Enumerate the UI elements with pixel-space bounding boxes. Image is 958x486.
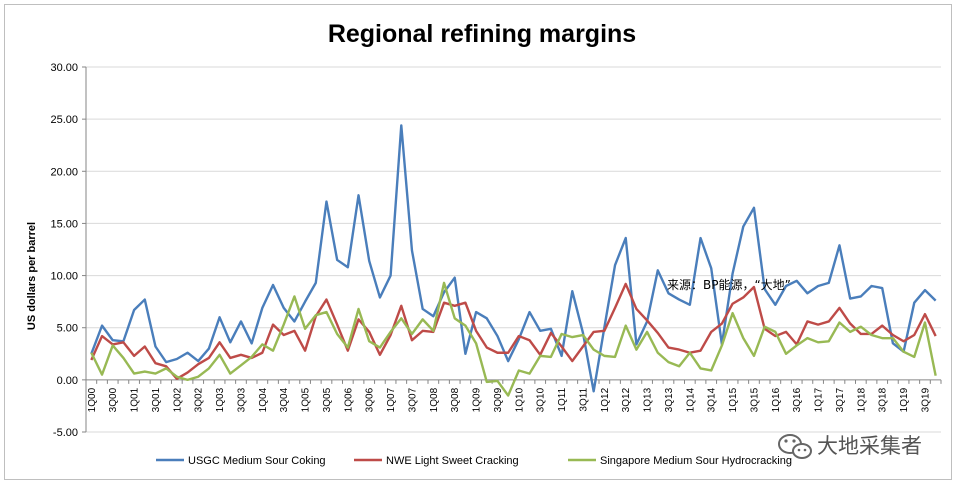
x-tick-label: 1Q08 bbox=[429, 387, 440, 412]
watermark-text: 大地采集者 bbox=[817, 434, 922, 458]
x-tick-label: 3Q14 bbox=[707, 387, 718, 412]
x-axis-ticks: 1Q00 3Q00 1Q01 3Q01 1Q02 3Q02 1Q03 3Q03 1Q04 3Q04… bbox=[85, 379, 942, 412]
x-tick-label: 3Q17 bbox=[835, 387, 846, 412]
y-tick-label: 0.00 bbox=[57, 375, 78, 387]
x-tick-label: 3Q00 bbox=[108, 387, 119, 412]
y-tick-label: 30.00 bbox=[50, 62, 78, 74]
x-tick-label: 3Q12 bbox=[621, 387, 632, 412]
y-axis-label: US dollars per barrel bbox=[26, 222, 38, 330]
x-tick-label: 1Q03 bbox=[215, 387, 226, 412]
series-lines bbox=[90, 124, 937, 397]
x-tick-label: 1Q14 bbox=[685, 387, 696, 412]
x-tick-label: 1Q04 bbox=[258, 387, 269, 412]
x-tick-label: 3Q06 bbox=[365, 387, 376, 412]
x-tick-label: 3Q05 bbox=[322, 387, 333, 412]
watermark: 大地采集者 bbox=[778, 434, 922, 459]
x-tick-label: 1Q16 bbox=[771, 387, 782, 412]
x-tick-label: 3Q19 bbox=[920, 387, 931, 412]
chart-title: Regional refining margins bbox=[328, 20, 636, 48]
x-tick-label: 1Q11 bbox=[557, 387, 568, 411]
source-annotation: 来源：BP能源，“大地” bbox=[667, 278, 791, 292]
x-tick-label: 3Q11 bbox=[578, 387, 589, 411]
x-tick-label: 1Q01 bbox=[130, 387, 141, 412]
x-tick-label: 3Q15 bbox=[749, 387, 760, 412]
y-gridlines bbox=[86, 66, 941, 433]
y-tick-label: -5.00 bbox=[53, 427, 78, 439]
legend: USGC Medium Sour Coking NWE Light Sweet C… bbox=[156, 455, 792, 467]
x-tick-label: 3Q01 bbox=[151, 387, 162, 412]
x-tick-label: 1Q13 bbox=[643, 387, 654, 412]
x-tick-label: 1Q18 bbox=[856, 387, 867, 412]
x-tick-label: 3Q08 bbox=[450, 387, 461, 412]
x-tick-label: 1Q10 bbox=[514, 387, 525, 412]
series-line-3 bbox=[90, 281, 937, 397]
x-tick-label: 3Q04 bbox=[279, 387, 290, 412]
x-tick-label: 3Q18 bbox=[878, 387, 889, 412]
legend-label-3: Singapore Medium Sour Hydrocracking bbox=[600, 455, 792, 467]
x-tick-label: 3Q03 bbox=[236, 387, 247, 412]
x-tick-label: 1Q12 bbox=[600, 387, 611, 412]
y-tick-label: 10.00 bbox=[50, 271, 78, 283]
series-line-1 bbox=[90, 124, 937, 393]
chart-frame: Regional refining margins -5.00 0.00 5.00 1… bbox=[4, 4, 952, 480]
x-tick-label: 3Q02 bbox=[194, 387, 205, 412]
x-tick-label: 1Q09 bbox=[472, 387, 483, 412]
x-tick-label: 1Q15 bbox=[728, 387, 739, 412]
y-tick-label: 20.00 bbox=[50, 166, 78, 178]
x-tick-label: 3Q16 bbox=[792, 387, 803, 412]
x-tick-label: 1Q17 bbox=[814, 387, 825, 412]
x-tick-label: 3Q07 bbox=[407, 387, 418, 412]
wechat-icon bbox=[778, 434, 812, 459]
x-tick-label: 1Q06 bbox=[343, 387, 354, 412]
legend-label-2: NWE Light Sweet Cracking bbox=[386, 455, 519, 467]
x-tick-label: 3Q10 bbox=[536, 387, 547, 412]
series-line-2 bbox=[90, 282, 937, 381]
x-tick-label: 3Q13 bbox=[664, 387, 675, 412]
y-tick-label: 5.00 bbox=[57, 323, 78, 335]
chart-svg: Regional refining margins -5.00 0.00 5.00 1… bbox=[26, 20, 942, 467]
y-tick-label: 15.00 bbox=[50, 218, 78, 230]
x-tick-label: 1Q07 bbox=[386, 387, 397, 412]
x-tick-label: 1Q02 bbox=[172, 387, 183, 412]
legend-label-1: USGC Medium Sour Coking bbox=[188, 455, 326, 467]
y-axis-ticks: -5.00 0.00 5.00 10.00 15.00 20.00 25.00 30.00 bbox=[50, 62, 86, 439]
x-tick-label: 1Q05 bbox=[301, 387, 312, 412]
y-tick-label: 25.00 bbox=[50, 114, 78, 126]
x-tick-label: 1Q00 bbox=[87, 387, 98, 412]
x-tick-label: 3Q09 bbox=[493, 387, 504, 412]
x-tick-label: 1Q19 bbox=[899, 387, 910, 412]
